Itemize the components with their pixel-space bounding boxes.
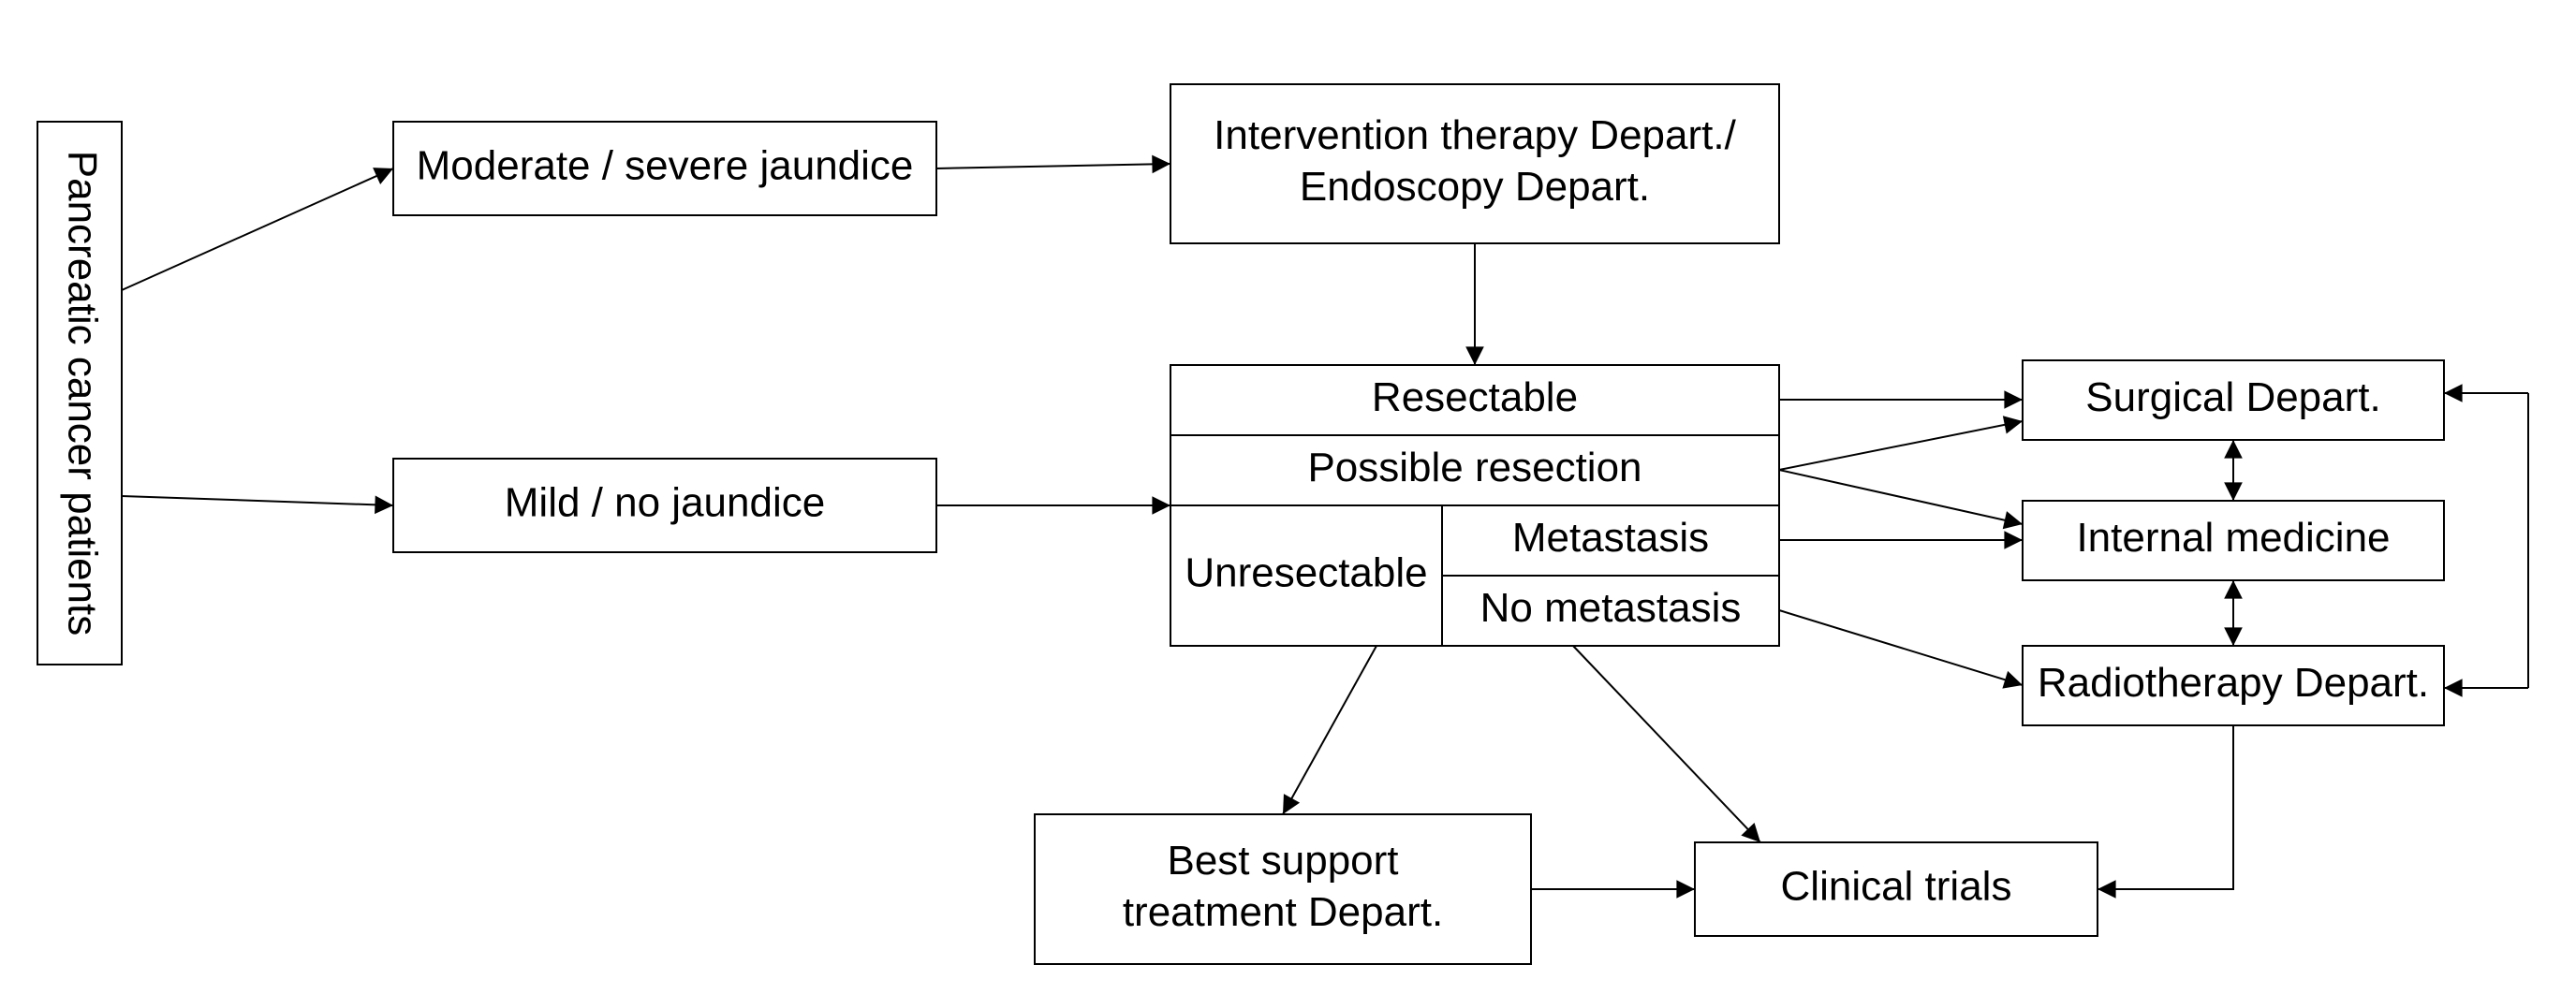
edge-bestsupport-to-clinical <box>1531 880 1695 899</box>
edge-line-patients-to-moderate <box>122 168 393 290</box>
arrowhead-end-metastasis-to-internal <box>2004 531 2023 549</box>
node-label-unresectable-0: Unresectable <box>1185 550 1427 596</box>
edge-possible-to-surgical <box>1779 416 2023 470</box>
node-label-surgical-0: Surgical Depart. <box>2085 374 2380 420</box>
node-label-resectable-0: Resectable <box>1372 374 1578 420</box>
edge-possible-to-internal <box>1779 470 2023 529</box>
edge-patients-to-moderate <box>122 168 393 290</box>
arrowhead-end-bestsupport-to-clinical <box>1676 880 1695 899</box>
node-patients: Pancreatic cancer patients <box>37 122 122 665</box>
edge-resectable-to-surgical <box>1779 390 2023 409</box>
arrowhead-start-internal-radiotherapy <box>2224 580 2243 599</box>
node-surgical: Surgical Depart. <box>2023 360 2444 440</box>
node-radiotherapy: Radiotherapy Depart. <box>2023 646 2444 725</box>
arrowhead-end-stage-to-bestsupport <box>1283 794 1300 814</box>
edge-radiotherapy-to-clinical <box>2098 725 2233 899</box>
edge-line-stage-to-bestsupport <box>1283 646 1376 814</box>
edge-patients-to-mild <box>122 496 393 515</box>
arrowhead-end-intervention-to-stage <box>1465 346 1484 365</box>
node-moderate: Moderate / severe jaundice <box>393 122 936 215</box>
edge-right-to-radiotherapy <box>2444 679 2528 697</box>
node-label-mild-0: Mild / no jaundice <box>505 480 825 526</box>
arrowhead-end-patients-to-mild <box>375 496 393 515</box>
node-label-patients: Pancreatic cancer patients <box>59 151 105 636</box>
node-label-nometastasis-0: No metastasis <box>1480 585 1742 631</box>
edge-line-possible-to-internal <box>1779 470 2023 524</box>
edge-nometa-to-radiotherapy <box>1779 610 2023 689</box>
node-label-bestsupport-1: treatment Depart. <box>1123 889 1443 935</box>
arrowhead-end-radiotherapy-to-clinical <box>2098 880 2116 899</box>
edge-line-nometa-to-radiotherapy <box>1779 610 2023 685</box>
arrowhead-end-right-to-radiotherapy <box>2444 679 2463 697</box>
arrowhead-start-surgical-internal <box>2224 440 2243 459</box>
edge-mild-to-stage <box>936 496 1170 515</box>
node-metastasis: Metastasis <box>1442 505 1779 576</box>
edge-line-moderate-to-intervention <box>936 164 1170 168</box>
edge-stage-to-clinical <box>1573 646 1760 842</box>
node-bestsupport: Best support treatment Depart. <box>1035 814 1531 964</box>
arrowhead-end-resectable-to-surgical <box>2004 390 2023 409</box>
edge-line-radiotherapy-to-clinical <box>2098 725 2233 889</box>
edge-line-possible-to-surgical <box>1779 421 2023 470</box>
node-label-internal-0: Internal medicine <box>2076 515 2390 561</box>
node-label-metastasis-0: Metastasis <box>1512 515 1709 561</box>
edge-stage-to-bestsupport <box>1283 646 1376 814</box>
edge-internal-radiotherapy <box>2224 580 2243 646</box>
edge-surgical-internal <box>2224 440 2243 501</box>
node-label-clinical-0: Clinical trials <box>1781 864 2012 910</box>
node-label-intervention-1: Endoscopy Depart. <box>1300 164 1650 210</box>
arrowhead-end-nometa-to-radiotherapy <box>2002 671 2023 689</box>
arrowhead-end-possible-to-internal <box>2003 511 2023 529</box>
node-label-moderate-0: Moderate / severe jaundice <box>417 143 914 189</box>
node-possible: Possible resection <box>1170 435 1779 505</box>
edge-intervention-to-stage <box>1465 243 1484 365</box>
node-intervention: Intervention therapy Depart./ Endoscopy D… <box>1170 84 1779 243</box>
node-resectable: Resectable <box>1170 365 1779 435</box>
arrowhead-end-right-to-surgical <box>2444 384 2463 402</box>
arrowhead-end-possible-to-surgical <box>2003 416 2023 433</box>
arrowhead-end-mild-to-stage <box>1152 496 1170 515</box>
node-nometastasis: No metastasis <box>1442 576 1779 646</box>
edge-line-stage-to-clinical <box>1573 646 1760 842</box>
node-unresectable: Unresectable <box>1170 505 1442 646</box>
edge-moderate-to-intervention <box>936 155 1170 174</box>
arrowhead-end-internal-radiotherapy <box>2224 627 2243 646</box>
node-mild: Mild / no jaundice <box>393 459 936 552</box>
node-clinical: Clinical trials <box>1695 842 2098 936</box>
edge-right-to-surgical <box>2444 384 2528 402</box>
node-label-intervention-0: Intervention therapy Depart./ <box>1214 112 1736 158</box>
arrowhead-end-moderate-to-intervention <box>1152 155 1170 174</box>
node-internal: Internal medicine <box>2023 501 2444 580</box>
node-label-radiotherapy-0: Radiotherapy Depart. <box>2038 660 2429 706</box>
node-label-bestsupport-0: Best support <box>1167 838 1398 884</box>
node-label-possible-0: Possible resection <box>1307 445 1641 490</box>
edge-line-patients-to-mild <box>122 496 393 505</box>
edge-metastasis-to-internal <box>1779 531 2023 549</box>
arrowhead-end-surgical-internal <box>2224 482 2243 501</box>
